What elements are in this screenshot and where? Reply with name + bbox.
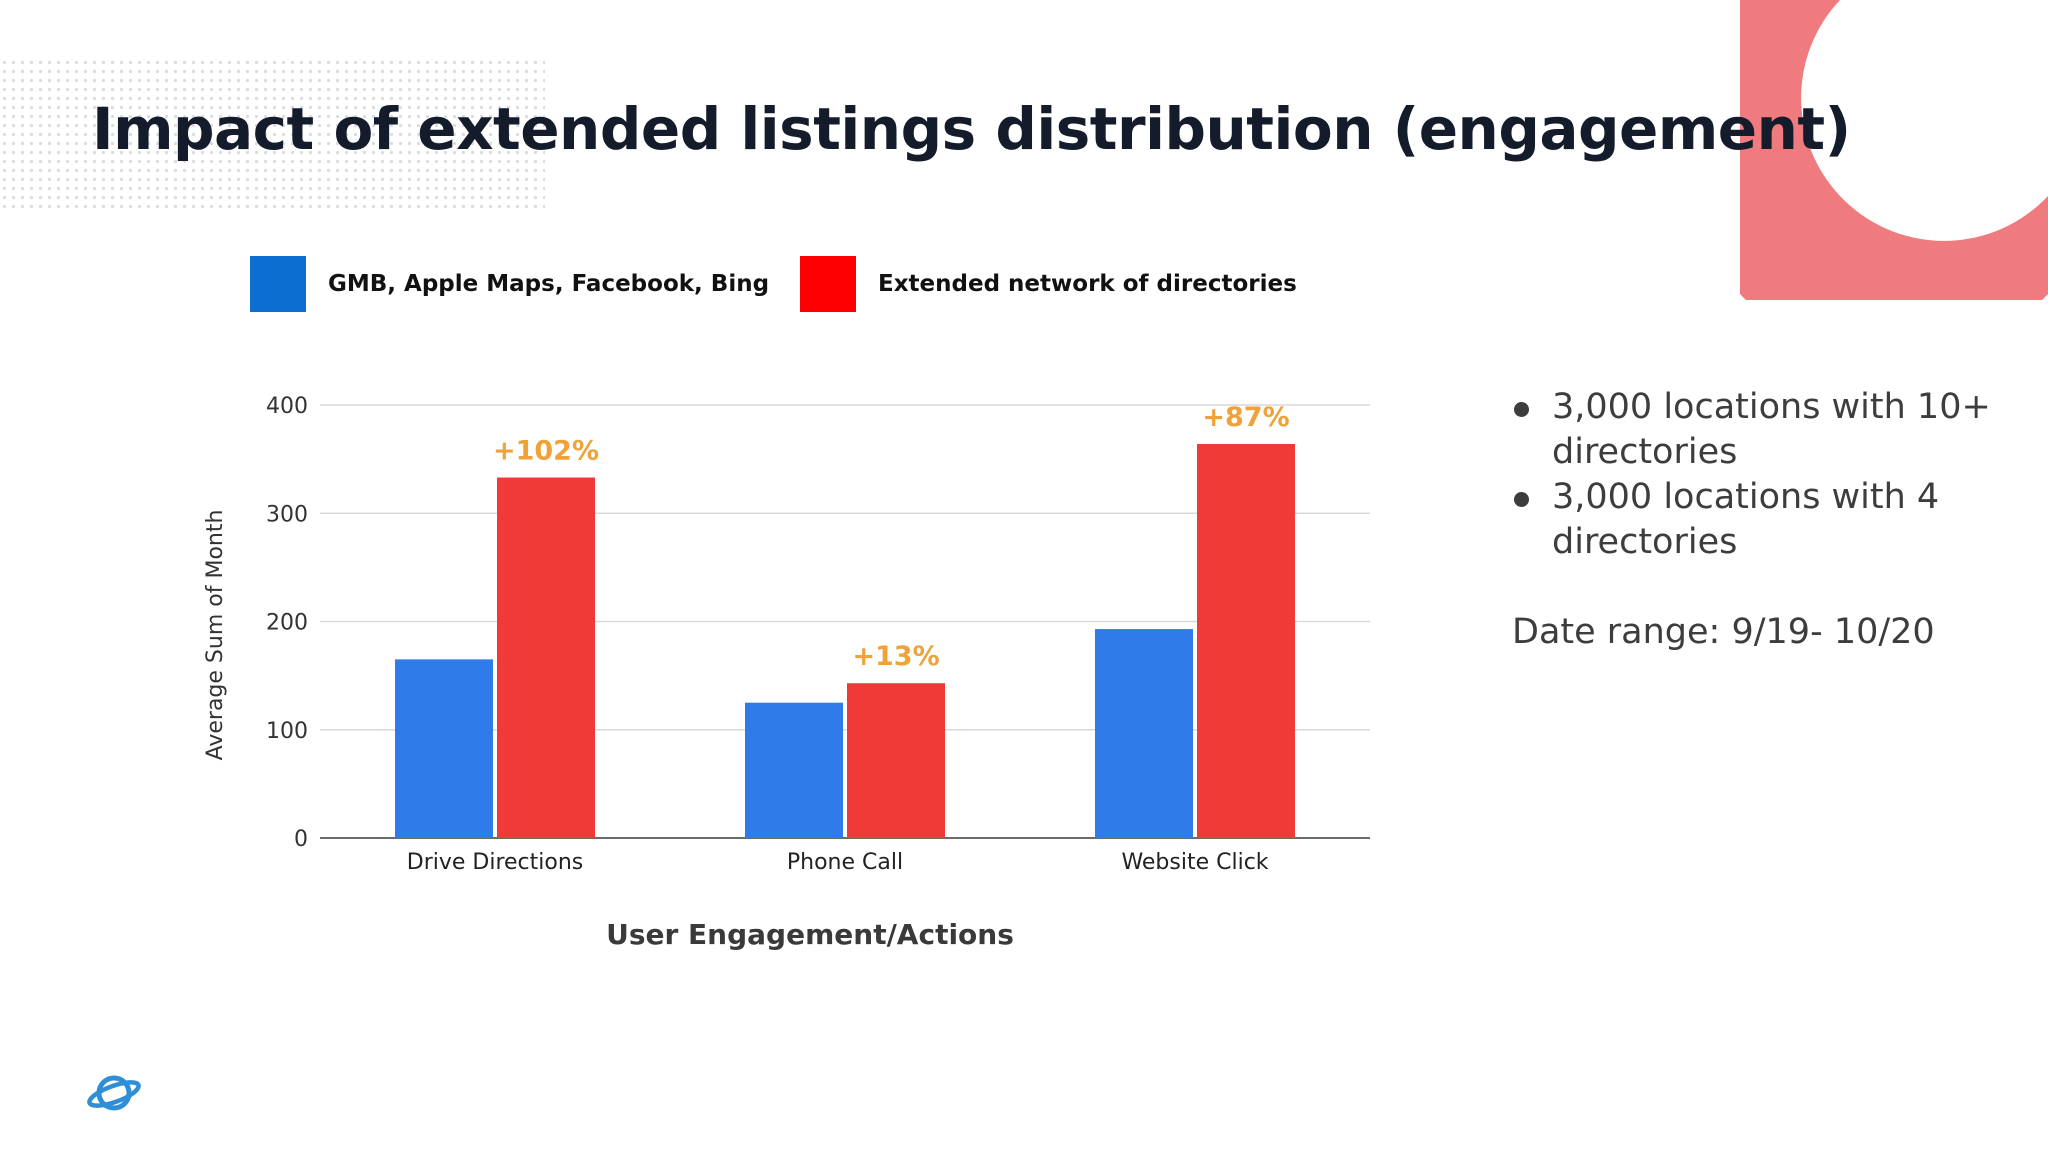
corner-arc-decoration: [1740, 0, 2048, 300]
notes-bullet: 3,000 locations with 10+ directories: [1512, 385, 2012, 475]
legend-swatch-red: [800, 256, 856, 312]
bar-extended-website-click: [1197, 443, 1295, 838]
bar-base-drive-directions: [395, 659, 493, 838]
x-tick-label: Drive Directions: [407, 850, 584, 875]
notes-bullet: 3,000 locations with 4 directories: [1512, 475, 2012, 565]
bullet-dot: [1514, 492, 1529, 507]
bar-extended-phone-call: [847, 683, 945, 838]
dot-pattern-decoration: [0, 58, 545, 208]
notes-bullet-text: 3,000 locations with 10+ directories: [1552, 387, 1991, 472]
y-tick-labels: 0 100 200 300 400: [266, 394, 308, 852]
y-tick-label: 400: [266, 394, 308, 419]
bar-chart: 0 100 200 300 400 +102% +13% +87% Drive Direct…: [203, 394, 1370, 875]
x-tick-labels: Drive Directions Phone Call Website Click: [407, 850, 1269, 875]
x-axis-label: User Engagement/Actions: [606, 918, 1014, 951]
legend-item-extended: Extended network of directories: [800, 256, 1297, 312]
notes-panel: 3,000 locations with 10+ directories 3,0…: [1512, 385, 2012, 655]
y-tick-label: 0: [294, 827, 308, 852]
arc-shape: [1740, 0, 2048, 300]
bar-annotations: +102% +13% +87%: [493, 402, 1290, 672]
legend-swatch-blue: [250, 256, 306, 312]
x-tick-label: Website Click: [1121, 850, 1268, 875]
date-range-text: Date range: 9/19- 10/20: [1512, 612, 1935, 652]
bullet-dot: [1514, 402, 1529, 417]
y-axis-label: Average Sum of Month: [203, 510, 228, 761]
slide-title: Impact of extended listings distribution…: [92, 95, 1851, 163]
legend-label-extended: Extended network of directories: [878, 271, 1297, 297]
legend-label-gmb: GMB, Apple Maps, Facebook, Bing: [328, 271, 770, 297]
x-tick-label: Phone Call: [787, 850, 903, 875]
bar-annotation: +13%: [852, 641, 939, 672]
bar-annotation: +87%: [1202, 402, 1289, 433]
y-tick-label: 100: [266, 719, 308, 744]
notes-bullet-list: 3,000 locations with 10+ directories 3,0…: [1512, 385, 2012, 565]
bar-extended-drive-directions: [497, 477, 595, 838]
planet-ring: [87, 1080, 141, 1108]
y-tick-label: 300: [266, 502, 308, 527]
grid-lines: [320, 404, 1370, 839]
bar-base-phone-call: [745, 702, 843, 838]
bars: [395, 443, 1295, 838]
y-tick-label: 200: [266, 611, 308, 636]
legend-item-gmb: GMB, Apple Maps, Facebook, Bing: [250, 256, 769, 312]
notes-bullet-text: 3,000 locations with 4 directories: [1552, 477, 1940, 562]
bar-annotation: +102%: [493, 436, 599, 467]
planet-logo-icon: [87, 1075, 141, 1111]
bar-base-website-click: [1095, 629, 1193, 838]
